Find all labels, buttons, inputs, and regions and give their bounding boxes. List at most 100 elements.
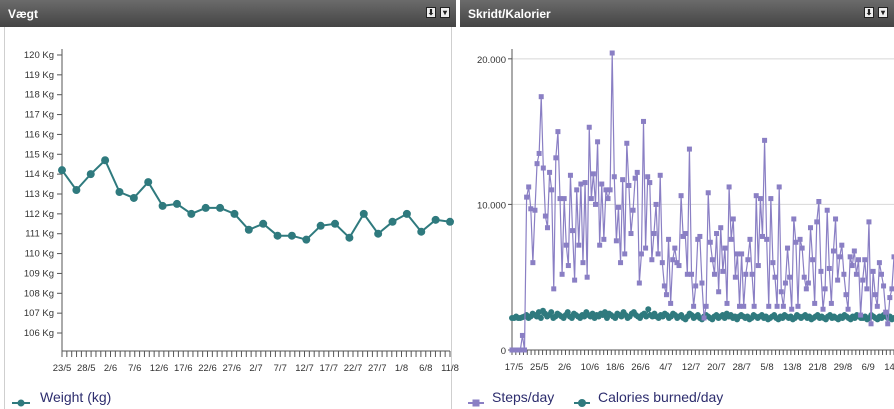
steps-data-point — [734, 251, 740, 257]
steps-data-point — [778, 289, 784, 295]
weight-data-point — [359, 209, 368, 218]
steps-data-point — [563, 242, 569, 248]
steps-data-point — [749, 271, 755, 277]
steps-data-point — [701, 315, 707, 321]
steps-data-point — [670, 257, 676, 263]
legend-steps-label: Steps/day — [492, 389, 554, 405]
steps-data-point — [647, 180, 653, 186]
x-tick-label: 7/7 — [274, 363, 287, 374]
y-tick-label: 110 Kg — [25, 249, 54, 260]
download-icon[interactable]: ⬇ — [426, 7, 436, 18]
steps-data-point — [872, 292, 878, 298]
menu-icon[interactable]: ▾ — [878, 7, 888, 18]
steps-data-point — [691, 303, 697, 309]
steps-data-point — [789, 306, 795, 312]
x-tick-label: 2/6 — [558, 362, 571, 373]
steps-data-point — [549, 187, 555, 193]
legend-weight-swatch-dot — [17, 399, 25, 407]
y-tick-label: 117 Kg — [25, 110, 54, 121]
x-tick-label: 14/9 — [884, 362, 894, 373]
x-tick-label: 2/6 — [104, 363, 117, 374]
steps-data-point — [805, 280, 811, 286]
steps-data-point — [772, 274, 778, 280]
steps-data-point — [801, 274, 807, 280]
steps-data-point — [693, 283, 699, 289]
steps-data-point — [597, 242, 603, 248]
steps-data-point — [791, 216, 797, 222]
weight-data-point — [388, 217, 397, 226]
y-tick-label: 114 Kg — [25, 169, 54, 180]
weight-data-point — [216, 203, 225, 212]
steps-data-point — [559, 271, 565, 277]
steps-data-point — [567, 172, 573, 178]
y-tick-label: 20.000 — [477, 55, 506, 66]
steps-data-point — [816, 199, 822, 204]
steps-data-point — [720, 268, 726, 274]
steps-data-point — [645, 174, 651, 180]
x-tick-label: 6/9 — [862, 362, 875, 373]
steps-data-point — [726, 184, 732, 190]
weight-data-point — [302, 235, 311, 244]
x-tick-label: 12/7 — [682, 362, 701, 373]
weight-chart-frame — [4, 27, 452, 409]
y-tick-label: 119 Kg — [25, 70, 54, 81]
steps-data-point — [561, 196, 567, 202]
steps-calories-panel: Skridt/Kalorier ⬇ ▾ 0 10.000 20.000 17/5 25/… — [460, 0, 894, 409]
x-tick-label: 11/8 — [441, 363, 459, 374]
x-tick-label: 7/6 — [128, 363, 141, 374]
steps-data-point — [684, 271, 690, 277]
x-tick-label: 4/7 — [659, 362, 672, 373]
steps-data-point — [634, 169, 640, 175]
weight-panel: Vægt ⬇ ▾ 106 Kg 107 Kg 108 Kg 109 Kg 110 Kg 1… — [0, 0, 459, 409]
steps-data-point — [808, 225, 814, 231]
steps-data-point — [524, 194, 530, 200]
weight-data-point — [58, 166, 66, 175]
steps-data-point — [833, 216, 839, 222]
download-icon[interactable]: ⬇ — [864, 7, 874, 18]
steps-data-point — [586, 124, 592, 130]
steps-data-point — [653, 201, 659, 207]
steps-data-point — [584, 274, 590, 280]
steps-data-point — [530, 260, 536, 266]
steps-data-point — [643, 245, 649, 251]
menu-icon[interactable]: ▾ — [440, 7, 450, 18]
x-tick-label: 12/7 — [295, 363, 314, 374]
weight-data-point — [86, 170, 95, 179]
steps-data-point — [874, 303, 880, 309]
steps-data-point — [847, 254, 853, 260]
y-tick-label: 107 Kg — [24, 308, 54, 319]
steps-data-point — [718, 225, 724, 231]
steps-data-point — [678, 193, 684, 199]
steps-data-point — [812, 300, 818, 306]
x-tick-label: 12/6 — [150, 363, 169, 374]
steps-data-point — [570, 228, 576, 234]
steps-data-point — [770, 260, 776, 266]
steps-data-point — [674, 260, 680, 266]
weight-chart: 106 Kg 107 Kg 108 Kg 109 Kg 110 Kg 111 Kg 112 … — [12, 49, 459, 407]
steps-data-point — [768, 196, 774, 202]
y-tick-label: 106 Kg — [24, 328, 54, 339]
steps-data-point — [661, 283, 667, 289]
steps-data-point — [732, 274, 738, 280]
steps-data-point — [697, 233, 703, 239]
x-tick-label: 27/7 — [368, 363, 387, 374]
weight-data-point — [431, 215, 440, 224]
steps-data-point — [536, 150, 542, 156]
steps-data-point — [891, 254, 894, 260]
steps-data-point — [776, 184, 782, 190]
weight-data-point — [259, 219, 268, 228]
steps-data-point — [695, 236, 701, 242]
steps-data-point — [711, 271, 717, 277]
steps-data-point — [753, 193, 759, 199]
x-tick-label: 23/5 — [53, 363, 72, 374]
steps-data-point — [853, 271, 859, 277]
steps-data-point — [620, 177, 626, 183]
steps-data-point — [551, 286, 557, 292]
steps-data-point — [572, 277, 578, 283]
steps-data-point — [618, 260, 624, 266]
steps-data-point — [595, 139, 601, 145]
steps-data-point — [841, 271, 847, 277]
legend-steps-swatch-marker — [472, 399, 480, 407]
x-tick-label: 20/7 — [707, 362, 726, 373]
x-tick-label: 22/6 — [198, 363, 217, 374]
